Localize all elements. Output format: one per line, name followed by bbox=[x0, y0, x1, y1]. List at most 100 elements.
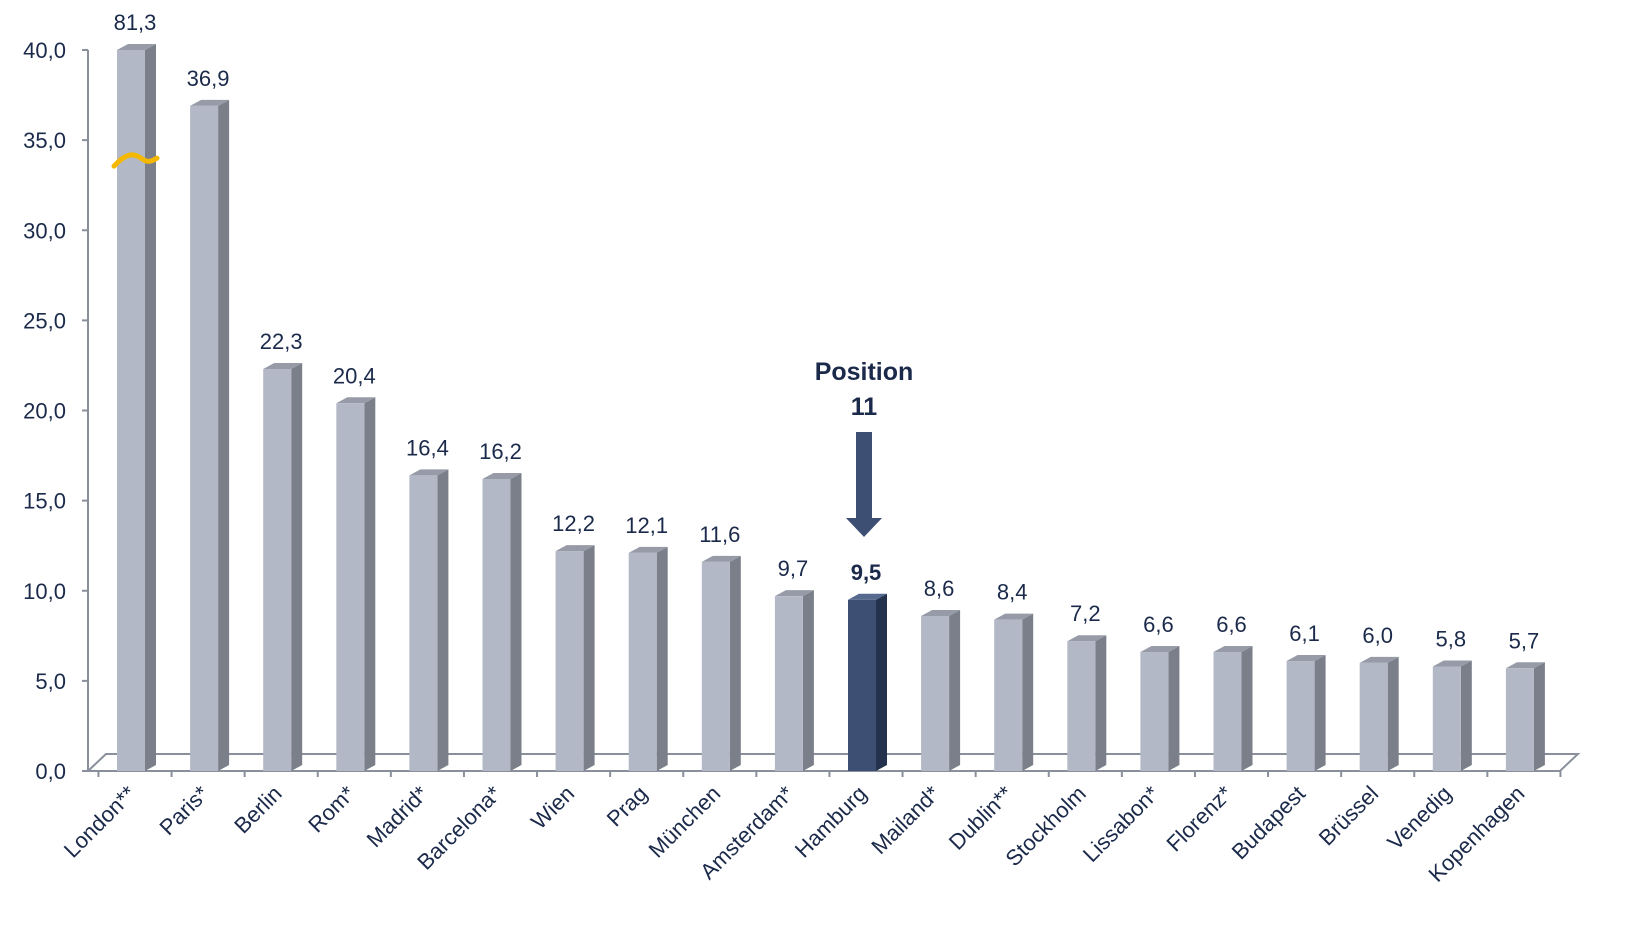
bar-top bbox=[628, 546, 668, 553]
bar-side bbox=[583, 545, 595, 771]
value-label-1: 81,3 bbox=[114, 10, 157, 35]
value-label-5: 16,4 bbox=[406, 435, 449, 460]
y-tick-label: 30,0 bbox=[23, 218, 66, 243]
value-label-3: 22,3 bbox=[260, 329, 303, 354]
bar-top bbox=[994, 613, 1034, 620]
bar-top bbox=[409, 469, 449, 476]
value-label-20: 5,7 bbox=[1509, 628, 1540, 653]
bar-front bbox=[482, 478, 511, 771]
bar-side bbox=[1387, 656, 1399, 771]
bar-8 bbox=[628, 546, 668, 771]
bar-19 bbox=[1432, 660, 1472, 771]
bar-front bbox=[1505, 668, 1534, 771]
bar-front bbox=[1286, 661, 1315, 771]
value-label-9: 11,6 bbox=[699, 522, 740, 547]
bar-top bbox=[1359, 656, 1399, 663]
bars bbox=[111, 44, 1545, 771]
bar-front bbox=[1359, 662, 1388, 771]
bar-3 bbox=[263, 363, 303, 771]
bar-16 bbox=[1213, 646, 1253, 771]
value-labels: 81,3 36,9 22,3 20,4 16,4 16,2 12,2 12,1 11,6 9,7 9… bbox=[114, 10, 1540, 653]
annotation-line2: 11 bbox=[851, 393, 878, 421]
bar-front bbox=[190, 105, 219, 771]
value-label-13: 8,4 bbox=[997, 580, 1028, 605]
category-label-17: Budapest bbox=[1227, 781, 1310, 864]
value-label-17: 6,1 bbox=[1289, 621, 1320, 646]
bar-front bbox=[263, 369, 292, 771]
category-label-3: Berlin bbox=[229, 781, 286, 838]
bar-front bbox=[117, 50, 145, 771]
bar-front bbox=[336, 403, 365, 771]
y-tick-label: 20,0 bbox=[23, 399, 66, 424]
value-label-19: 5,8 bbox=[1436, 626, 1467, 651]
category-label-8: Prag bbox=[602, 781, 653, 832]
bar-14 bbox=[1067, 635, 1107, 771]
bar-front bbox=[555, 551, 584, 771]
bar-13 bbox=[994, 613, 1034, 771]
bar-top bbox=[336, 397, 376, 404]
bar-side bbox=[729, 555, 741, 771]
bar-front bbox=[774, 596, 803, 771]
bar-front bbox=[848, 599, 876, 771]
annotation: Position 11 bbox=[815, 358, 913, 537]
category-labels: London** Paris* Berlin Rom* Madrid*Barcelona… bbox=[59, 781, 1530, 887]
value-label-8: 12,1 bbox=[625, 513, 668, 538]
value-label-10: 9,7 bbox=[778, 556, 809, 581]
category-label-5: Madrid* bbox=[362, 781, 434, 853]
chart-floor bbox=[85, 753, 1581, 772]
bar-top bbox=[1505, 662, 1545, 669]
bar-top bbox=[701, 555, 741, 562]
bar-side bbox=[1241, 646, 1253, 771]
bar-top bbox=[263, 363, 303, 370]
bar-side bbox=[802, 590, 814, 771]
bar-5 bbox=[409, 469, 449, 771]
bar-top bbox=[921, 609, 961, 616]
bar-front bbox=[1213, 652, 1242, 771]
bar-front bbox=[701, 561, 730, 771]
category-label-15: Lissabon* bbox=[1078, 781, 1164, 867]
value-label-4: 20,4 bbox=[333, 363, 376, 388]
value-label-16: 6,6 bbox=[1216, 612, 1247, 637]
bar-side bbox=[949, 609, 961, 771]
bar-1 bbox=[111, 44, 160, 771]
bar-top bbox=[1432, 660, 1472, 667]
bar-side bbox=[364, 397, 376, 771]
bar-side bbox=[437, 469, 449, 771]
category-label-13: Dublin** bbox=[944, 781, 1018, 855]
value-label-18: 6,0 bbox=[1362, 623, 1393, 648]
category-label-1: London** bbox=[59, 781, 141, 863]
bar-top bbox=[190, 99, 230, 106]
bar-side bbox=[1095, 635, 1107, 771]
bar-11 bbox=[848, 593, 887, 771]
y-tick-label: 5,0 bbox=[35, 669, 66, 694]
y-axis: 0,0 5,0 10,0 15,0 20,0 25,0 30,0 35,0 40,0 bbox=[23, 38, 1562, 784]
category-label-7: Wien bbox=[526, 781, 579, 834]
bar-front bbox=[921, 615, 950, 771]
down-arrow-icon bbox=[846, 432, 882, 537]
bar-front bbox=[1432, 666, 1461, 771]
category-label-18: Brüssel bbox=[1314, 781, 1384, 851]
bar-top bbox=[117, 44, 156, 50]
value-label-14: 7,2 bbox=[1070, 601, 1101, 626]
y-tick-label: 25,0 bbox=[23, 308, 66, 333]
bar-side bbox=[1022, 613, 1034, 771]
bar-top bbox=[482, 472, 522, 479]
bar-side bbox=[1460, 660, 1472, 771]
category-label-14: Stockholm bbox=[1001, 781, 1091, 871]
bar-front bbox=[409, 475, 438, 771]
bar-top bbox=[848, 593, 887, 600]
bar-15 bbox=[1140, 646, 1180, 771]
category-label-4: Rom* bbox=[303, 781, 360, 838]
y-tick-label: 35,0 bbox=[23, 128, 66, 153]
y-tick-label: 0,0 bbox=[35, 759, 66, 784]
bar-top bbox=[1213, 646, 1253, 653]
y-tick-label: 40,0 bbox=[23, 38, 66, 63]
bar-side bbox=[876, 593, 887, 771]
bar-9 bbox=[701, 555, 741, 771]
bar-top bbox=[555, 545, 595, 552]
bar-4 bbox=[336, 397, 376, 771]
value-label-15: 6,6 bbox=[1143, 612, 1174, 637]
value-label-12: 8,6 bbox=[924, 576, 955, 601]
bar-20 bbox=[1505, 662, 1545, 771]
axis-break-marker bbox=[111, 152, 160, 169]
